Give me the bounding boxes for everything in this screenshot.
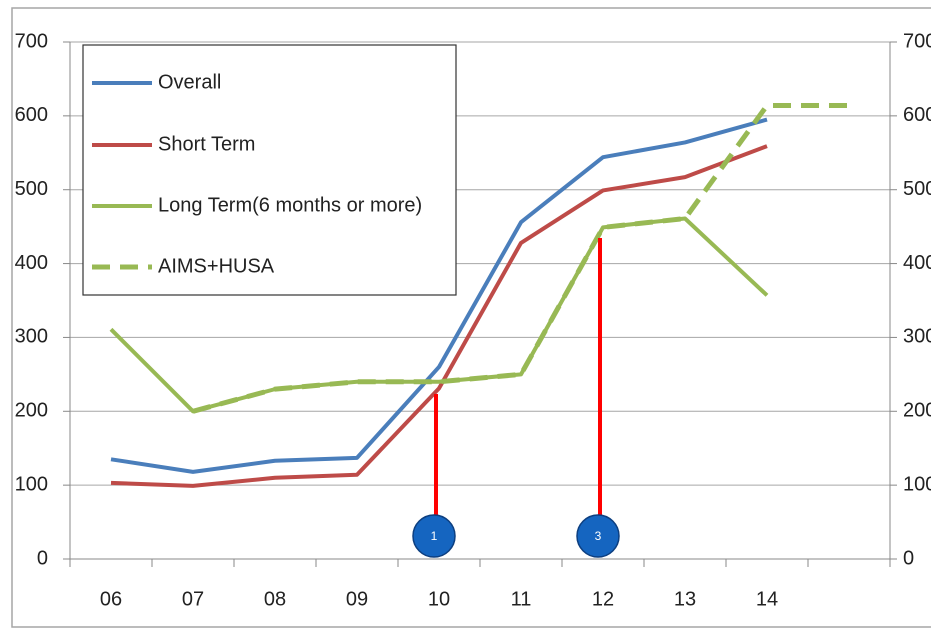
annotation-marker: [412, 514, 456, 558]
y-tick-label: 0: [37, 547, 48, 569]
x-tick-label: 11: [511, 588, 532, 610]
x-tick-label: 10: [428, 588, 450, 610]
y-tick-label: 100: [15, 473, 48, 495]
y2-tick-label: 0: [903, 547, 914, 569]
y-tick-label: 700: [15, 30, 48, 52]
x-tick-label: 14: [756, 588, 778, 610]
x-tick-label: 09: [346, 588, 368, 610]
legend-label: Long Term(6 months or more): [158, 194, 422, 216]
x-tick-label: 06: [100, 588, 122, 610]
legend-label: AIMS+HUSA: [158, 255, 275, 277]
series-line: [192, 103, 849, 414]
y-tick-label: 300: [15, 326, 48, 348]
x-tick-label: 13: [674, 588, 696, 610]
annotation-marker: [576, 514, 620, 558]
y-tick-label: 600: [15, 104, 48, 126]
series-line: [110, 117, 768, 474]
x-tick-label: 08: [264, 588, 286, 610]
y-tick-label: 500: [15, 178, 48, 200]
x-tick-label: 07: [182, 588, 204, 610]
y2-tick-label: 200: [903, 400, 931, 422]
annotation-label: 1: [431, 529, 438, 543]
legend-box: [82, 44, 457, 296]
y-tick-label: 400: [15, 252, 48, 274]
y-tick-label: 200: [15, 400, 48, 422]
y2-tick-label: 500: [903, 178, 931, 200]
y2-tick-label: 400: [903, 252, 931, 274]
y2-tick-label: 100: [903, 473, 931, 495]
series-line: [110, 144, 768, 488]
legend-label: Overall: [158, 71, 221, 93]
y2-tick-label: 600: [903, 104, 931, 126]
x-tick-label: 12: [592, 588, 614, 610]
y2-tick-label: 300: [903, 326, 931, 348]
annotation-label: 3: [595, 529, 602, 543]
legend-label: Short Term: [158, 133, 255, 155]
y2-tick-label: 700: [903, 30, 931, 52]
